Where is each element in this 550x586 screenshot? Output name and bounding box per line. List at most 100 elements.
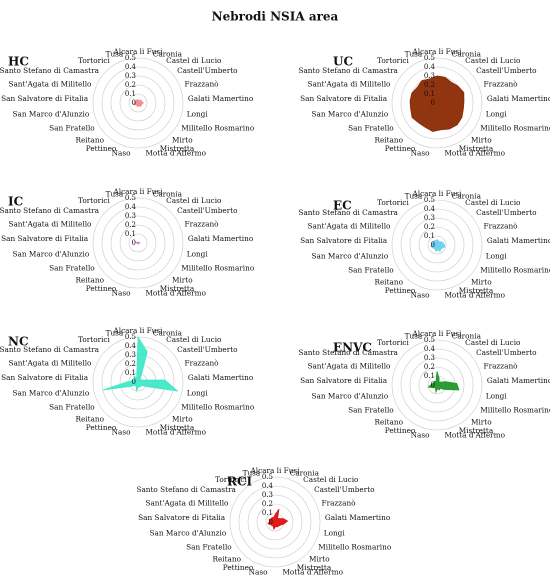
axis-label: Tusa: [405, 191, 423, 200]
r-tick-label: 0.5: [125, 333, 136, 341]
grid-ring: [92, 197, 184, 289]
grid-ring: [400, 66, 474, 140]
axis-label: Frazzanò: [185, 219, 220, 228]
axis-label: Alcara li Fusi: [249, 466, 300, 475]
axis-label: Mistretta: [459, 286, 494, 295]
grid-ring: [128, 93, 148, 113]
axis-label: Santo Stefano di Camastra: [0, 206, 100, 215]
axis-label: Sant'Agata di Militello: [8, 358, 92, 367]
axis-label: Tusa: [243, 468, 261, 477]
axis-label: Frazzanò: [185, 358, 220, 367]
axis-label: Mistretta: [160, 284, 195, 293]
axis-label: Caronia: [452, 49, 482, 58]
r-tick-label: 0.3: [125, 212, 136, 220]
axis-label: Naso: [411, 148, 430, 157]
axis-label: San Marco d'Alunzio: [312, 251, 389, 260]
r-tick-label: 0.5: [424, 196, 435, 204]
axis-label: San Fratello: [49, 124, 95, 133]
axis-label: Reitano: [374, 277, 403, 286]
axis-label: Mistretta: [160, 144, 195, 153]
axis-label: Sant'Agata di Militello: [8, 219, 92, 228]
grid-ring: [110, 215, 166, 271]
r-tick-label: 0.4: [262, 482, 274, 490]
axis-label: Frazzanò: [484, 361, 519, 370]
axis-label: Sant'Agata di Militello: [307, 361, 391, 370]
r-tick-label: 0.1: [125, 369, 136, 377]
axis-label: San Salvatore di Fitalia: [1, 373, 89, 382]
axis-label: Longi: [486, 109, 508, 118]
axis-label: Santo Stefano di Camastra: [0, 66, 100, 75]
r-tick-label: 0.5: [262, 473, 273, 481]
radar-area: [427, 371, 460, 394]
axis-label: Longi: [187, 109, 209, 118]
axis-label: Santo Stefano di Camastra: [136, 485, 236, 494]
axis-label: Mistretta: [459, 426, 494, 435]
axis-label: San Salvatore di Fitalia: [1, 94, 89, 103]
chart-title: NC: [8, 335, 29, 349]
axis-label: Militello Rosmarino: [181, 124, 255, 133]
axis-label: San Marco d'Alunzio: [150, 528, 227, 537]
chart-title: UC: [333, 55, 353, 69]
axis-label: Naso: [411, 290, 430, 299]
r-tick-label: 0.2: [125, 360, 136, 368]
radar-area: [430, 239, 446, 253]
axis-label: Alcara li Fusi: [411, 329, 462, 338]
r-tick-label: 0.4: [424, 63, 436, 71]
axis-label: Castell'Umberto: [177, 345, 238, 354]
axis-label: Motta d'Affermo: [444, 430, 505, 439]
grid-ring: [418, 226, 456, 264]
r-tick-label: 0.2: [125, 81, 136, 89]
axis-label: Mistretta: [459, 144, 494, 153]
radar-area: [102, 335, 179, 393]
r-tick-label: 0.5: [125, 194, 136, 202]
r-tick-label: 0.5: [125, 54, 136, 62]
axis-label: Longi: [486, 251, 508, 260]
axis-label: Mirto: [172, 275, 193, 284]
axis-label: Mirto: [309, 554, 330, 563]
r-tick-label: 0: [132, 378, 136, 386]
axis-label: Motta d'Affermo: [145, 288, 206, 297]
r-tick-label: 0.2: [125, 221, 136, 229]
axis-label: Militello Rosmarino: [181, 403, 255, 412]
radar-area: [132, 98, 144, 108]
axis-label: Galati Mamertino: [325, 513, 391, 522]
axis-label: San Fratello: [49, 403, 95, 412]
axis-label: Tortorici: [78, 335, 110, 344]
r-tick-label: 0.5: [424, 54, 435, 62]
r-tick-label: 0.1: [125, 90, 136, 98]
axis-label: Reitano: [212, 554, 241, 563]
axis-label: Castell'Umberto: [476, 66, 537, 75]
axis-label: Motta d'Affermo: [145, 427, 206, 436]
axis-label: Militello Rosmarino: [318, 543, 392, 552]
grid-ring: [247, 494, 303, 550]
axis-label: Santo Stefano di Camastra: [298, 208, 398, 217]
axis-label: San Marco d'Alunzio: [312, 391, 389, 400]
axis-label: San Salvatore di Fitalia: [1, 234, 89, 243]
radar-area: [134, 241, 142, 245]
axis-label: Pettineo: [86, 284, 117, 293]
axis-label: Caronia: [290, 468, 320, 477]
axis-label: Reitano: [374, 135, 403, 144]
r-tick-label: 0: [132, 99, 136, 107]
axis-label: Alcara li Fusi: [411, 189, 462, 198]
chart-title: RCI: [227, 475, 253, 489]
axis-label: Mirto: [471, 277, 492, 286]
axis-label: Caronia: [452, 331, 482, 340]
axis-label: Reitano: [75, 135, 104, 144]
axis-label: Reitano: [75, 275, 104, 284]
chart-title: HC: [8, 55, 29, 69]
axis-label: Tortorici: [78, 196, 110, 205]
grid-ring: [400, 348, 474, 422]
grid-ring: [229, 476, 321, 568]
r-tick-label: 0.5: [424, 336, 435, 344]
axis-label: Castel di Lucio: [166, 196, 222, 205]
axis-label: Galati Mamertino: [487, 94, 550, 103]
axis-label: Frazzanò: [185, 79, 220, 88]
axis-label: Militello Rosmarino: [480, 406, 550, 415]
axis-label: Naso: [112, 288, 131, 297]
